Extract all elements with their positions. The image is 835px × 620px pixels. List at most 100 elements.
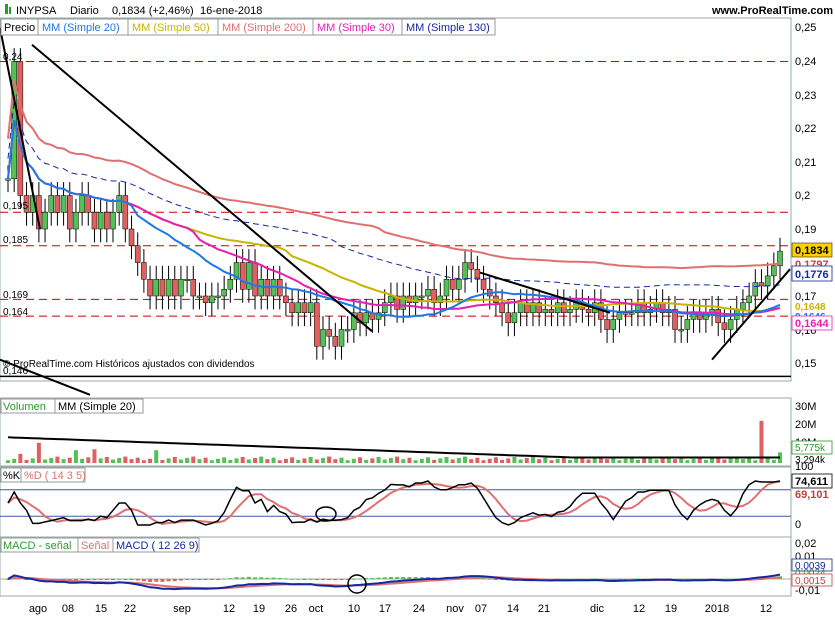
candle-body <box>474 268 481 280</box>
macd-histogram-bar <box>320 579 325 580</box>
price-tick: 0,24 <box>795 56 816 68</box>
candle-body <box>239 262 246 290</box>
volume-bar <box>703 459 708 463</box>
volume-bar <box>172 456 177 463</box>
macd-histogram-bar <box>73 579 78 581</box>
footnote: © ProRealTime.com Históricos ajustados c… <box>3 359 255 370</box>
volume-bar <box>123 456 128 463</box>
price-tick: 0,25 <box>795 22 816 34</box>
candle-body <box>740 302 746 310</box>
trendline-up <box>711 268 791 361</box>
candle-body <box>246 262 252 290</box>
candle-body <box>400 295 407 310</box>
macd-signal-label[interactable]: Señal <box>81 540 109 552</box>
x-tick-label: 07 <box>475 603 487 615</box>
candle-body <box>289 302 295 314</box>
volume-bar <box>333 459 338 463</box>
candle-body <box>462 262 468 280</box>
stoch-tick: 100 <box>795 461 813 473</box>
candle-icon <box>5 4 8 14</box>
sma200-line <box>7 79 781 270</box>
legend-sma20[interactable]: MM (Simple 20) <box>42 22 120 34</box>
macd-histogram-bar <box>215 579 220 580</box>
x-tick-label: 22 <box>124 603 136 615</box>
volume-bar <box>642 458 647 463</box>
volume-bar <box>716 456 721 463</box>
volume-bar <box>697 457 702 463</box>
macd-histogram-bar <box>6 579 10 580</box>
x-tick-label: 10 <box>348 603 360 615</box>
macd-signal-tag: 0,0015 <box>795 576 826 587</box>
stochastic-panel[interactable] <box>0 466 792 538</box>
candle-body <box>190 279 197 297</box>
volume-bar <box>524 458 529 463</box>
volume-bar <box>543 457 548 463</box>
legend-sma50[interactable]: MM (Simple 50) <box>132 22 210 34</box>
macd-main-label[interactable]: MACD ( 12 26 9) <box>116 540 199 552</box>
volume-bar <box>586 459 591 463</box>
candle-body <box>344 329 351 332</box>
volume-bar <box>197 459 202 463</box>
volume-bar <box>629 457 634 463</box>
price-tick: 0,17 <box>795 291 816 303</box>
volume-bar <box>469 459 474 463</box>
volume-bar <box>568 459 573 463</box>
candle-body <box>295 302 302 314</box>
stoch-d-label[interactable]: %D ( 14 3 5) <box>24 470 86 482</box>
price-tick: 0,19 <box>795 224 816 236</box>
candle-body <box>42 212 48 230</box>
macd-histogram-bar <box>388 576 393 579</box>
macd-histogram-bar <box>265 577 270 579</box>
candle-body <box>215 295 221 298</box>
candle-body <box>542 309 549 313</box>
candle-body <box>48 195 54 213</box>
volume-bar <box>598 456 603 463</box>
candle-body <box>5 178 11 181</box>
volume-bar <box>61 459 66 463</box>
macd-diff-label[interactable]: MACD - señal <box>3 540 71 552</box>
volume-ma-label[interactable]: MM (Simple 20) <box>58 401 136 413</box>
volume-bar <box>530 456 535 463</box>
price-panel[interactable] <box>0 17 792 382</box>
macd-histogram-bar <box>271 577 276 579</box>
volume-bar <box>660 458 665 463</box>
volume-bar <box>673 459 678 463</box>
macd-lines <box>0 573 791 594</box>
candle-body <box>610 319 616 330</box>
volume-bar <box>178 459 183 463</box>
sma20-line <box>7 119 781 318</box>
volume-bar <box>481 460 486 463</box>
legend-sma200[interactable]: MM (Simple 200) <box>222 22 306 34</box>
candle-body <box>221 289 227 297</box>
macd-panel[interactable] <box>0 536 792 597</box>
macd-histogram-bar <box>178 579 183 581</box>
macd-histogram-bar <box>228 577 233 579</box>
volume-bar <box>67 457 72 463</box>
volume-bar <box>73 450 78 463</box>
level-label: 0,195 <box>3 201 28 212</box>
legend-sma130[interactable]: MM (Simple 130) <box>406 22 490 34</box>
x-tick-label: dic <box>590 603 605 615</box>
x-tick-label: ago <box>29 603 47 615</box>
macd-tick: -0,01 <box>795 585 820 597</box>
candle-body <box>196 295 203 298</box>
candle-body <box>252 262 258 297</box>
volume-bar <box>487 458 492 463</box>
candle-body <box>283 295 289 303</box>
x-tick-label: 12 <box>633 603 645 615</box>
stoch-k-label[interactable]: %K <box>3 470 21 482</box>
legend-sma30[interactable]: MM (Simple 30) <box>317 22 395 34</box>
candle-body <box>672 309 678 330</box>
volume-tick: 20M <box>795 419 816 431</box>
macd-histogram-bar <box>160 579 165 582</box>
volume-label[interactable]: Volumen <box>3 401 46 413</box>
candle-body <box>480 279 487 290</box>
candle-body <box>116 195 122 213</box>
candle-body <box>443 279 450 297</box>
site-label[interactable]: www.ProRealTime.com <box>711 5 833 17</box>
x-tick-label: oct <box>309 603 324 615</box>
volume-bar <box>296 459 301 463</box>
candle-body <box>511 312 518 324</box>
volume-legend: Volumen MM (Simple 20) <box>0 398 144 414</box>
macd-histogram-bar <box>24 579 29 580</box>
